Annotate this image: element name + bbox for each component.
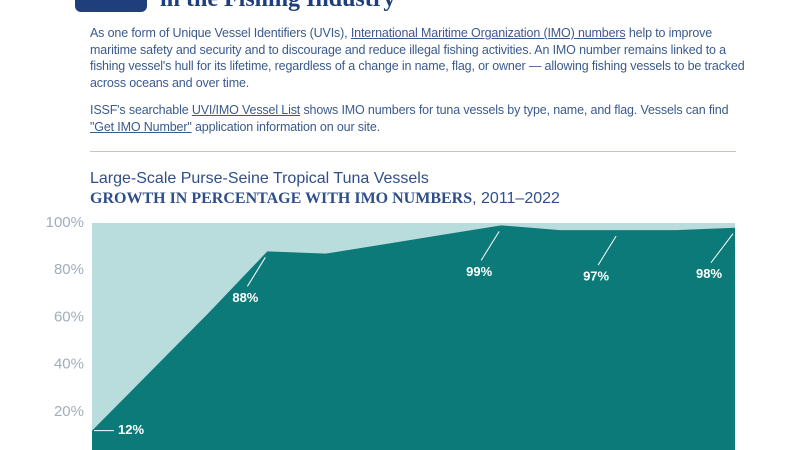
header-tab xyxy=(75,0,147,12)
page-heading: in the Fishing Industry xyxy=(160,0,395,13)
y-tick-label: 80% xyxy=(54,261,84,278)
link[interactable]: International Maritime Organization (IMO… xyxy=(350,26,626,40)
subtitle-bold: GROWTH IN PERCENTAGE WITH IMO NUMBERS xyxy=(90,190,473,207)
leader-line xyxy=(246,257,266,287)
data-label: 12% xyxy=(118,422,144,437)
y-tick-label: 20% xyxy=(54,403,84,420)
data-label: 88% xyxy=(232,290,258,305)
text: ISSF's searchable xyxy=(90,103,192,117)
leader-line xyxy=(710,233,734,264)
y-tick-label: 40% xyxy=(54,356,84,373)
subtitle-years: , 2011–2022 xyxy=(472,190,560,207)
link[interactable]: UVI/IMO Vessel List xyxy=(191,103,301,117)
intro-paragraph: As one form of Unique Vessel Identifiers… xyxy=(90,25,745,91)
data-label: 97% xyxy=(583,269,609,284)
link[interactable]: "Get IMO Number" xyxy=(90,119,192,134)
divider xyxy=(90,151,736,152)
leader-line xyxy=(597,235,617,266)
y-tick-label: 60% xyxy=(54,308,84,325)
data-label: 98% xyxy=(696,266,722,281)
y-tick-label: 100% xyxy=(46,214,84,231)
chart-title: Large-Scale Purse-Seine Tropical Tuna Ve… xyxy=(90,170,429,187)
data-label: 99% xyxy=(466,264,492,279)
intro-paragraph: ISSF's searchable UVI/IMO Vessel List sh… xyxy=(90,102,745,135)
area xyxy=(92,225,735,450)
text: help to improve maritime safety and secu… xyxy=(90,26,745,90)
leader-line xyxy=(480,231,500,261)
text: As one form of Unique Vessel Identifiers… xyxy=(90,26,351,40)
text: shows IMO numbers for tuna vessels by ty… xyxy=(300,103,729,117)
text: application information on our site. xyxy=(191,119,380,134)
chart-subtitle: GROWTH IN PERCENTAGE WITH IMO NUMBERS, 2… xyxy=(90,190,560,208)
